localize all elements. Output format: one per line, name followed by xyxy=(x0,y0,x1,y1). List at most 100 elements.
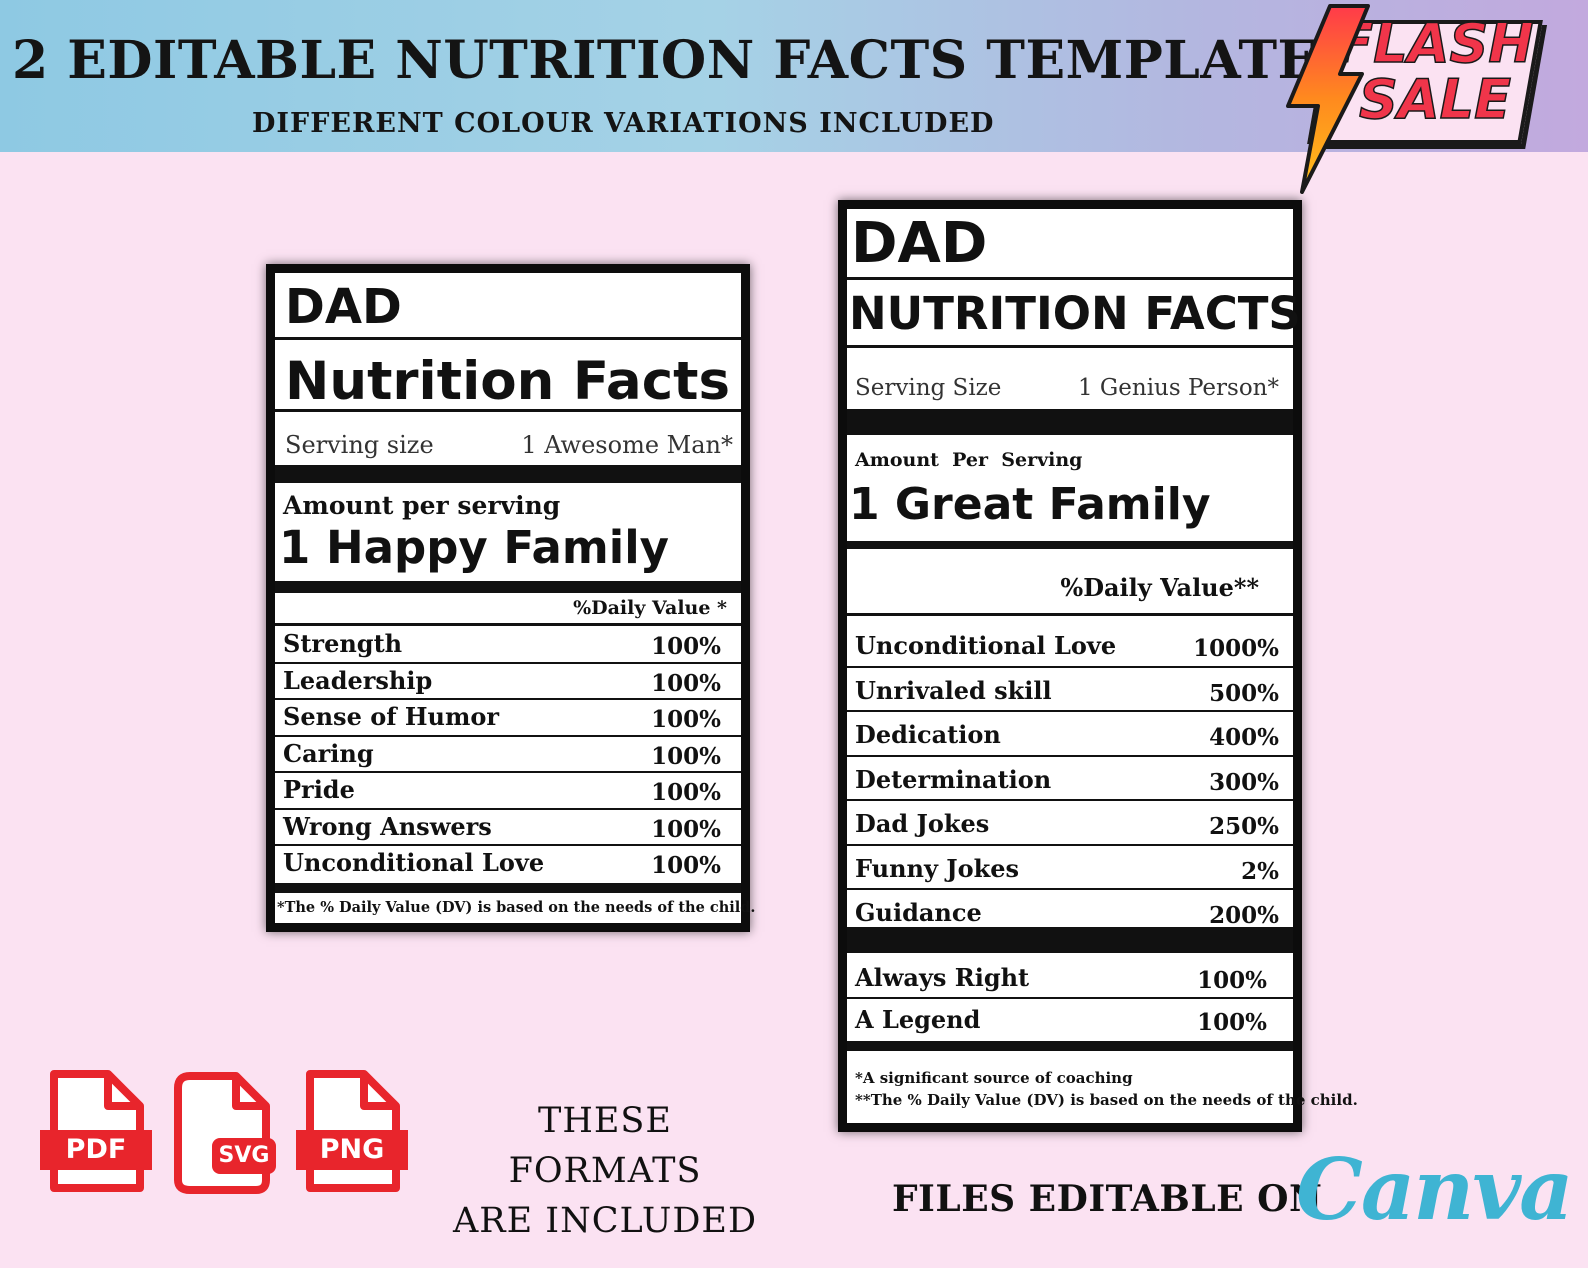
nutrient-row: Strength 100% xyxy=(275,627,741,664)
label-title: Nutrition Facts xyxy=(285,351,730,412)
row-divider xyxy=(847,710,1293,712)
row-divider xyxy=(275,807,741,810)
nutrient-row: Unconditional Love 100% xyxy=(275,846,741,883)
nutrient-value: 100% xyxy=(651,706,721,733)
flash-sale-badge: FLASH SALE xyxy=(1280,2,1550,194)
lightning-bolt-icon xyxy=(1286,4,1370,194)
amount-per-serving-value: 1 Happy Family xyxy=(279,521,669,574)
nutrient-row: Pride 100% xyxy=(275,773,741,810)
row-divider xyxy=(847,997,1293,999)
nutrient-row: A Legend 100% xyxy=(847,999,1293,1041)
formats-included-text: THESE FORMATS ARE INCLUDED xyxy=(440,1096,770,1246)
nutrient-name: Wrong Answers xyxy=(283,811,492,841)
amount-per-serving-value: 1 Great Family xyxy=(849,479,1211,530)
banner-title: 2 EDITABLE NUTRITION FACTS TEMPLATE xyxy=(12,30,1318,91)
thick-divider xyxy=(847,927,1293,953)
nutrient-row: Wrong Answers 100% xyxy=(275,810,741,846)
nutrient-value: 100% xyxy=(1197,1009,1267,1036)
nutrient-value: 250% xyxy=(1209,813,1279,840)
thick-divider xyxy=(275,883,741,893)
nutrient-row: Guidance 200% xyxy=(847,890,1293,935)
png-badge: PNG xyxy=(296,1130,408,1170)
nutrient-name: A Legend xyxy=(855,1005,981,1034)
serving-size-label: Serving size xyxy=(285,431,434,459)
nutrient-name: Leadership xyxy=(283,665,433,695)
nutrient-value: 100% xyxy=(651,779,721,806)
divider xyxy=(847,277,1293,280)
nutrition-label-left: DAD Nutrition Facts Serving size 1 Aweso… xyxy=(266,264,755,932)
svg-badge: SVG xyxy=(212,1138,276,1174)
amount-per-serving-label: Amount per serving xyxy=(283,491,561,520)
divider xyxy=(275,623,741,626)
serving-size-value: 1 Genius Person* xyxy=(1077,375,1279,401)
nutrient-name: Dad Jokes xyxy=(855,809,990,838)
nutrient-name: Determination xyxy=(855,764,1052,794)
serving-size-label: Serving Size xyxy=(855,375,1002,401)
thick-divider xyxy=(275,465,741,483)
nutrient-row: Always Right 100% xyxy=(847,957,1293,999)
row-divider xyxy=(275,698,741,700)
label-heading: DAD xyxy=(851,211,988,276)
row-divider xyxy=(275,661,741,664)
formats-text-line-1: THESE FORMATS xyxy=(508,1101,702,1191)
pdf-file-icon: PDF xyxy=(40,1070,158,1192)
nutrient-row: Sense of Humor 100% xyxy=(275,700,741,737)
flash-sale-line-2: SALE xyxy=(1358,68,1511,131)
footnote-2: **The % Daily Value (DV) is based on the… xyxy=(855,1091,1358,1109)
nutrient-row: Caring 100% xyxy=(275,737,741,773)
row-divider xyxy=(847,888,1293,890)
nutrient-name: Guidance xyxy=(855,898,982,927)
daily-value-header: %Daily Value * xyxy=(573,597,727,619)
nutrient-value: 500% xyxy=(1209,679,1279,707)
divider xyxy=(275,337,741,340)
nutrient-row: Unconditional Love 1000% xyxy=(847,623,1293,668)
daily-value-header: %Daily Value** xyxy=(1060,573,1259,602)
nutrient-value: 100% xyxy=(651,633,721,660)
nutrient-row: Leadership 100% xyxy=(275,664,741,700)
nutrient-name: Unrivaled skill xyxy=(855,675,1052,705)
flash-sale-text: FLASH SALE xyxy=(1335,12,1535,131)
nutrient-name: Pride xyxy=(283,775,355,804)
nutrient-name: Unconditional Love xyxy=(283,848,545,877)
nutrient-value: 200% xyxy=(1209,902,1279,929)
nutrient-row: Funny Jokes 2% xyxy=(847,846,1293,890)
thick-divider xyxy=(275,581,741,593)
divider xyxy=(847,345,1293,348)
nutrient-row: Dedication 400% xyxy=(847,712,1293,757)
svg-file-icon: SVG xyxy=(170,1070,282,1196)
pdf-badge: PDF xyxy=(40,1130,152,1170)
row-divider xyxy=(847,665,1293,668)
nutrient-value: 100% xyxy=(651,742,721,770)
divider xyxy=(847,613,1293,616)
thick-divider xyxy=(847,1041,1293,1051)
nutrient-value: 2% xyxy=(1241,857,1279,885)
nutrient-row: Dad Jokes 250% xyxy=(847,801,1293,846)
canva-logo: Canva xyxy=(1296,1140,1574,1239)
nutrient-name: Always Right xyxy=(855,963,1030,992)
nutrient-value: 400% xyxy=(1209,724,1279,751)
nutrient-name: Unconditional Love xyxy=(855,631,1117,660)
nutrient-name: Strength xyxy=(283,629,403,658)
thick-divider xyxy=(847,409,1293,435)
serving-size-value: 1 Awesome Man* xyxy=(521,431,733,459)
row-divider xyxy=(275,771,741,773)
nutrient-row: Determination 300% xyxy=(847,757,1293,801)
thick-divider xyxy=(847,541,1293,549)
nutrient-row: Unrivaled skill 500% xyxy=(847,668,1293,712)
nutrient-value: 300% xyxy=(1209,768,1279,796)
nutrient-value: 1000% xyxy=(1193,635,1279,662)
nutrient-name: Funny Jokes xyxy=(855,853,1020,883)
document-icon xyxy=(174,1072,270,1194)
formats-text-line-2: ARE INCLUDED xyxy=(452,1201,758,1241)
flash-sale-line-1: FLASH xyxy=(1336,12,1535,75)
nutrient-name: Dedication xyxy=(855,720,1001,749)
png-file-icon: PNG xyxy=(296,1070,414,1192)
row-divider xyxy=(847,754,1293,757)
amount-per-serving-label: Amount Per Serving xyxy=(855,449,1083,471)
nutrition-label-right: DAD NUTRITION FACTS Serving Size 1 Geniu… xyxy=(838,200,1358,1132)
nutrient-name: Caring xyxy=(283,738,374,768)
label-title: NUTRITION FACTS xyxy=(849,287,1301,340)
nutrient-name: Sense of Humor xyxy=(283,702,500,731)
nutrient-value: 100% xyxy=(1197,967,1267,994)
row-divider xyxy=(275,734,741,737)
